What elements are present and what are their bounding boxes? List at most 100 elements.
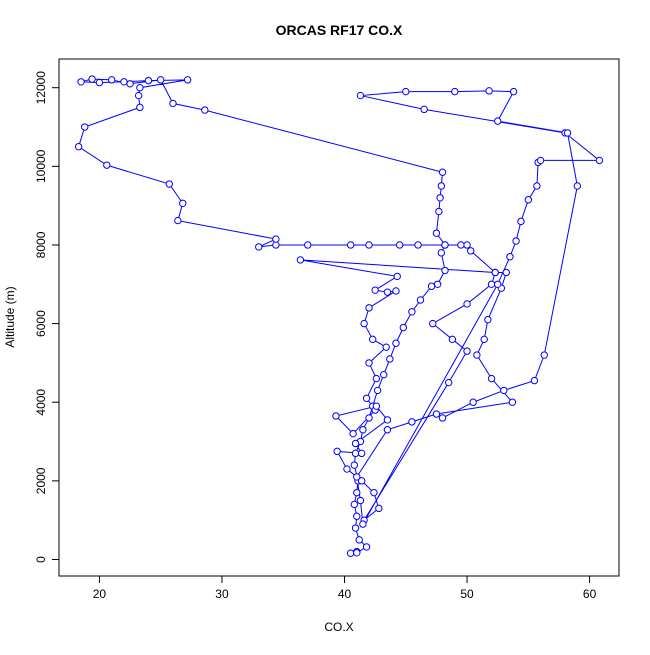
data-point bbox=[509, 87, 518, 96]
data-point bbox=[433, 280, 442, 288]
data-point bbox=[136, 84, 144, 92]
data-point bbox=[508, 398, 517, 406]
data-point bbox=[365, 304, 373, 312]
data-point bbox=[506, 253, 514, 261]
data-point bbox=[487, 374, 496, 383]
data-point bbox=[362, 394, 371, 402]
data-point bbox=[365, 414, 373, 422]
data-point bbox=[296, 256, 305, 264]
data-point bbox=[435, 207, 443, 216]
data-point bbox=[386, 355, 394, 363]
data-point bbox=[355, 536, 363, 544]
data-point bbox=[432, 410, 441, 418]
data-point bbox=[372, 374, 381, 383]
data-point bbox=[165, 180, 173, 188]
data-point bbox=[484, 315, 492, 324]
data-line bbox=[78, 78, 601, 554]
data-point bbox=[353, 549, 361, 557]
data-point bbox=[530, 376, 539, 385]
x-tick-label: 50 bbox=[460, 587, 474, 601]
data-point bbox=[420, 105, 428, 114]
data-point bbox=[436, 194, 444, 202]
data-point bbox=[408, 418, 416, 426]
data-point bbox=[356, 91, 365, 100]
y-axis-label: Altitude (m) bbox=[3, 286, 17, 347]
data-point bbox=[438, 168, 447, 176]
data-point bbox=[448, 335, 457, 344]
data-point bbox=[383, 288, 392, 296]
data-point bbox=[457, 241, 465, 249]
data-point bbox=[272, 235, 280, 243]
data-point bbox=[429, 319, 437, 328]
data-point bbox=[174, 216, 182, 225]
data-point bbox=[463, 241, 471, 249]
data-point bbox=[351, 449, 360, 458]
data-point bbox=[88, 75, 96, 83]
data-point bbox=[368, 335, 377, 344]
data-point bbox=[432, 229, 441, 237]
data-point bbox=[126, 80, 134, 88]
data-point bbox=[255, 243, 263, 251]
data-point bbox=[304, 241, 312, 249]
data-point bbox=[375, 504, 383, 513]
data-point bbox=[359, 520, 367, 528]
data-point bbox=[120, 78, 128, 86]
data-point bbox=[444, 378, 453, 387]
data-point bbox=[343, 465, 351, 473]
data-point bbox=[467, 247, 475, 255]
data-point bbox=[179, 199, 187, 207]
data-point bbox=[469, 398, 477, 406]
data-point bbox=[370, 488, 378, 497]
data-point bbox=[365, 359, 373, 367]
data-point bbox=[480, 335, 488, 344]
data-point bbox=[487, 280, 496, 288]
data-point bbox=[392, 339, 400, 347]
data-point bbox=[502, 268, 510, 277]
data-point bbox=[157, 76, 165, 84]
data-point bbox=[346, 241, 355, 249]
data-point bbox=[395, 241, 404, 249]
data-point bbox=[136, 103, 144, 112]
data-point bbox=[359, 426, 367, 434]
data-point bbox=[441, 266, 449, 275]
x-tick-label: 20 bbox=[93, 587, 107, 601]
data-point bbox=[441, 241, 449, 249]
x-tick-label: 30 bbox=[215, 587, 229, 601]
data-point bbox=[357, 449, 366, 458]
data-point bbox=[473, 351, 481, 359]
data-point bbox=[356, 496, 365, 505]
data-point bbox=[451, 87, 459, 96]
data-point bbox=[393, 272, 401, 281]
data-point bbox=[350, 461, 359, 469]
data-point bbox=[408, 308, 416, 316]
data-point bbox=[463, 347, 471, 355]
data-point bbox=[463, 300, 471, 308]
data-point bbox=[485, 87, 493, 95]
data-point bbox=[402, 87, 410, 96]
data-point bbox=[107, 76, 116, 84]
data-point bbox=[383, 426, 392, 434]
data-point bbox=[365, 241, 373, 249]
x-tick-label: 60 bbox=[583, 587, 597, 601]
data-point bbox=[540, 351, 548, 359]
data-point bbox=[350, 500, 359, 509]
data-point bbox=[81, 123, 89, 131]
y-tick-label: 10000 bbox=[34, 149, 48, 183]
data-point bbox=[353, 512, 361, 520]
data-point bbox=[74, 142, 83, 151]
data-point bbox=[491, 268, 499, 277]
data-point bbox=[371, 286, 379, 294]
data-point bbox=[427, 282, 436, 290]
data-point bbox=[416, 296, 425, 304]
y-tick-label: 0 bbox=[34, 556, 48, 563]
data-point bbox=[134, 91, 143, 100]
y-tick-label: 2000 bbox=[34, 467, 48, 494]
data-point bbox=[201, 106, 209, 114]
data-point bbox=[332, 412, 340, 420]
data-point bbox=[353, 473, 361, 481]
data-point bbox=[437, 249, 446, 257]
data-point bbox=[144, 76, 153, 85]
data-point bbox=[349, 429, 357, 438]
